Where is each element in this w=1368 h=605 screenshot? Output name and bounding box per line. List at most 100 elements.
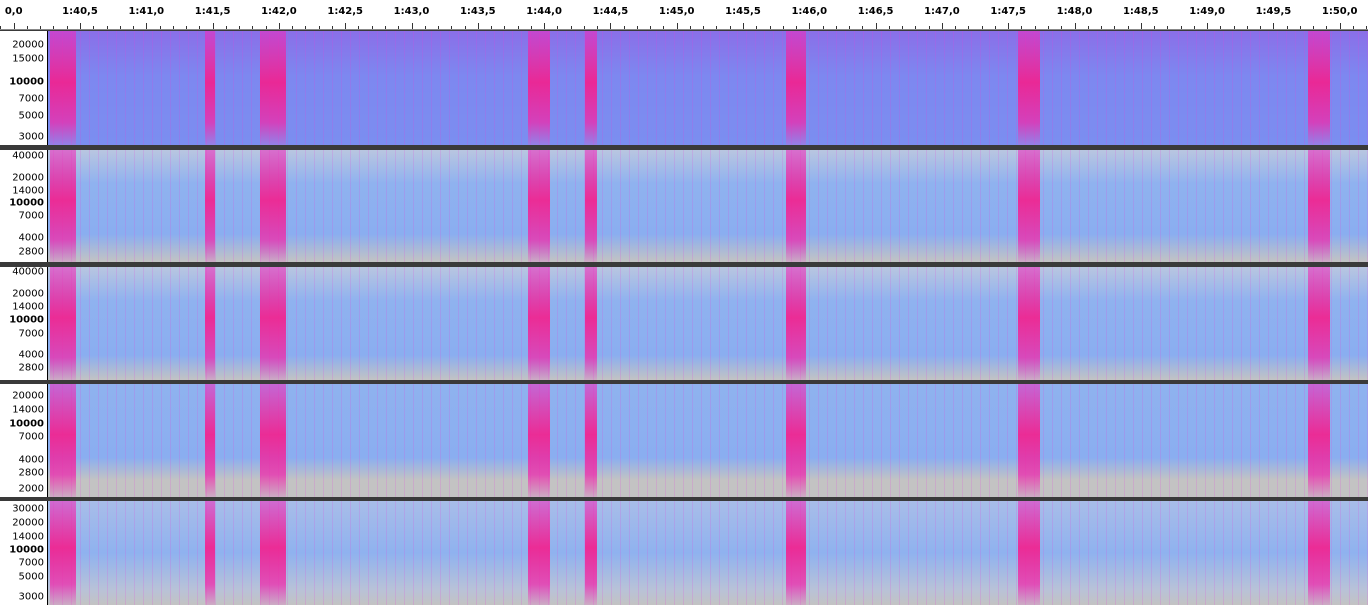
- frequency-scale: 30000 20000 14000 10000 7000 5000 3000: [0, 501, 48, 605]
- time-label: 1:41,0: [128, 6, 165, 17]
- ruler-tick: [1207, 23, 1209, 29]
- ruler-tick: [650, 26, 652, 29]
- ruler-tick: [1154, 26, 1156, 29]
- spectrogram-burst: [786, 384, 806, 497]
- ruler-tick: [424, 26, 426, 29]
- ruler-tick: [1339, 23, 1341, 29]
- spectrogram-burst: [260, 31, 286, 145]
- ruler-tick: [438, 26, 440, 29]
- ruler-tick: [809, 23, 811, 29]
- ruler-tick: [411, 23, 413, 29]
- ruler-tick: [384, 26, 386, 29]
- frequency-label: 20000: [12, 517, 44, 529]
- ruler-tick: [1008, 23, 1010, 29]
- frequency-label: 7000: [18, 328, 44, 340]
- spectrogram-burst: [205, 501, 215, 605]
- time-label: 1:42,0: [261, 6, 297, 17]
- spectrogram-burst: [786, 31, 806, 145]
- spectrogram-burst: [205, 267, 215, 380]
- ruler-tick: [464, 26, 466, 29]
- ruler-tick: [1352, 26, 1354, 29]
- spectrogram[interactable]: [48, 267, 1368, 380]
- timeline-ruler[interactable]: 0,0 1:40,5 1:41,0 1:41,5 1:42,0 1:42,5 1:43,0 1…: [0, 0, 1368, 30]
- ruler-tick: [968, 26, 970, 29]
- frequency-label: 5000: [18, 110, 44, 122]
- ruler-tick: [544, 23, 546, 29]
- ruler-tick: [252, 26, 254, 29]
- audio-track[interactable]: 40000 20000 14000 10000 7000 4000 2800: [0, 267, 1368, 380]
- spectrogram-burst: [1308, 501, 1330, 605]
- ruler-tick: [862, 26, 864, 29]
- audio-track[interactable]: 20000 15000 10000 7000 5000 3000: [0, 31, 1368, 145]
- audio-track[interactable]: 30000 20000 14000 10000 7000 5000 3000: [0, 501, 1368, 605]
- ruler-tick: [26, 26, 28, 29]
- frequency-scale: 20000 14000 10000 7000 4000 2800 2000: [0, 384, 48, 497]
- spectrogram-burst: [1308, 150, 1330, 262]
- ruler-tick: [1366, 26, 1368, 29]
- spectrogram-burst: [205, 150, 215, 262]
- frequency-label: 4000: [18, 349, 44, 361]
- ruler-tick: [159, 26, 161, 29]
- ruler-tick: [1233, 26, 1235, 29]
- frequency-label: 2800: [18, 246, 44, 258]
- ruler-tick: [636, 26, 638, 29]
- spectrogram[interactable]: [48, 501, 1368, 605]
- ruler-tick: [305, 26, 307, 29]
- spectrogram[interactable]: [48, 31, 1368, 145]
- ruler-tick: [1326, 26, 1328, 29]
- frequency-label: 2800: [18, 467, 44, 479]
- frequency-scale: 40000 20000 14000 10000 7000 4000 2800: [0, 150, 48, 262]
- frequency-label: 4000: [18, 454, 44, 466]
- spectrogram-burst: [50, 150, 76, 262]
- spectrogram-burst: [1018, 501, 1040, 605]
- ruler-tick: [902, 26, 904, 29]
- time-label: 1:43,0: [393, 6, 430, 17]
- frequency-label: 10000: [9, 314, 44, 326]
- spectrogram-burst: [1018, 267, 1040, 380]
- audio-track[interactable]: 20000 14000 10000 7000 4000 2800 2000: [0, 384, 1368, 497]
- spectrogram[interactable]: [48, 150, 1368, 262]
- ruler-tick: [106, 26, 108, 29]
- spectrogram-burst: [585, 501, 597, 605]
- ruler-tick: [1061, 26, 1063, 29]
- spectrogram-burst: [786, 150, 806, 262]
- time-label: 1:47,5: [990, 6, 1027, 17]
- spectrogram[interactable]: [48, 384, 1368, 497]
- ruler-tick: [1167, 26, 1169, 29]
- spectrogram-burst: [585, 267, 597, 380]
- ruler-tick: [1087, 26, 1089, 29]
- spectrogram-burst: [585, 384, 597, 497]
- frequency-label: 4000: [18, 232, 44, 244]
- ruler-tick: [941, 23, 943, 29]
- spectrogram-burst: [260, 150, 286, 262]
- ruler-tick: [133, 26, 135, 29]
- frequency-label: 15000: [12, 53, 44, 65]
- spectrogram-texture: [48, 267, 1368, 380]
- spectrogram-burst: [786, 267, 806, 380]
- spectrogram-burst: [50, 384, 76, 497]
- audio-track[interactable]: 40000 20000 14000 10000 7000 4000 2800: [0, 150, 1368, 262]
- ruler-tick: [1193, 26, 1195, 29]
- ruler-tick: [40, 26, 42, 29]
- frequency-label: 20000: [12, 288, 44, 300]
- ruler-tick: [769, 26, 771, 29]
- time-label: 1:46,0: [791, 6, 828, 17]
- time-label: 1:48,0: [1056, 6, 1093, 17]
- ruler-tick: [517, 26, 519, 29]
- spectrogram-burst: [585, 150, 597, 262]
- spectrogram-burst: [260, 501, 286, 605]
- spectrogram-burst: [585, 31, 597, 145]
- ruler-tick: [676, 23, 678, 29]
- frequency-label: 30000: [12, 503, 44, 515]
- frequency-label: 5000: [18, 571, 44, 583]
- spectrogram-burst: [528, 31, 550, 145]
- spectrogram-texture: [48, 501, 1368, 605]
- ruler-tick: [278, 23, 280, 29]
- ruler-tick: [1034, 26, 1036, 29]
- frequency-label: 3000: [18, 131, 44, 143]
- ruler-tick: [172, 26, 174, 29]
- spectrogram-burst: [1018, 150, 1040, 262]
- ruler-tick: [358, 26, 360, 29]
- ruler-tick: [743, 23, 744, 29]
